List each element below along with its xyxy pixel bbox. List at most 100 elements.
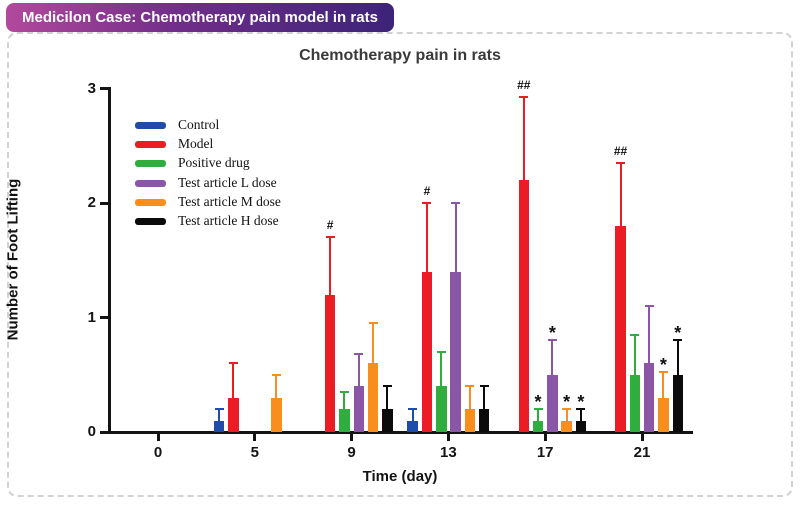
bar-positive-drug-day9 [339,409,350,432]
y-axis [108,87,111,434]
error-bar-cap [228,362,238,365]
x-tick-label: 5 [250,444,259,461]
banner-title: Medicilon Case: Chemotherapy pain model … [22,9,378,26]
error-bar [522,96,525,182]
error-bar [551,340,554,376]
error-bar-cap [519,95,529,98]
error-bar-cap [630,333,640,336]
x-tick-mark [350,434,354,441]
error-bar [633,334,636,376]
legend-swatch [135,160,166,168]
bar-positive-drug-day21 [629,374,641,432]
legend-swatch [135,218,166,225]
error-bar [411,409,414,422]
error-bar [425,203,428,273]
significance-annotation: # [423,184,431,198]
bar-model-day13 [421,271,433,432]
legend-label: Control [178,117,220,132]
y-tick-mark [100,316,109,319]
legend-label: Test article L dose [178,174,277,190]
bar-test-article-l-dose-day17 [547,374,558,432]
bar-test-article-m-dose-day17 [561,420,572,432]
bar-positive-drug-day17 [532,420,544,432]
error-bar [357,354,360,388]
x-tick-label: 9 [347,444,356,461]
y-tick-mark [100,201,109,205]
x-tick-label: 0 [153,444,163,461]
x-tick-mark [640,434,644,441]
error-bar-cap [644,305,654,308]
legend-item-test-article-l-dose: Test article L dose [135,175,305,191]
error-bar [232,363,235,399]
legend-swatch [135,141,166,149]
error-bar [648,306,651,365]
error-bar-cap [562,408,572,411]
y-tick-mark [100,87,109,90]
error-bar-cap [368,322,378,325]
error-bar [386,386,389,411]
bar-test-article-h-dose-day17 [575,420,587,432]
legend-swatch [135,122,166,129]
error-bar-cap [422,202,432,204]
x-tick-mark [156,434,160,441]
error-bar-cap [214,408,224,411]
error-bar [468,386,471,411]
bar-control-day13 [407,420,418,432]
error-bar [218,409,221,422]
error-bar-cap [673,339,683,342]
y-tick-label: 0 [87,423,96,440]
error-bar-cap [658,371,668,374]
y-tick-mark [100,430,109,434]
bar-test-article-h-dose-day9 [382,409,393,432]
error-bar-cap [479,385,489,388]
error-bar [619,162,622,227]
error-bar [329,237,332,296]
y-tick-label: 1 [87,308,96,326]
x-tick-label: 21 [633,444,651,461]
error-bar-cap [465,385,475,388]
bar-test-article-m-dose-day13 [464,409,476,432]
legend-item-control: Control [135,117,305,133]
bar-test-article-h-dose-day21 [672,374,683,432]
bar-test-article-l-dose-day13 [450,271,461,432]
significance-annotation: * [659,355,667,376]
legend-swatch [135,179,166,187]
bar-model-day17 [518,180,529,432]
legend-item-positive-drug: Positive drug [135,155,305,171]
error-bar [579,409,582,422]
x-tick-label: 13 [440,444,457,461]
error-bar-cap [616,161,626,164]
error-bar-cap [339,390,349,393]
bar-test-article-m-dose-day21 [658,397,669,432]
legend-item-test-article-m-dose: Test article M dose [135,194,305,210]
bar-control-day5 [213,420,225,432]
legend-label: Test article H dose [178,213,279,228]
bar-test-article-l-dose-day9 [353,386,364,432]
chart-title: Chemotherapy pain in rats [299,47,501,64]
error-bar [676,340,679,376]
error-bar-cap [325,236,335,239]
error-bar-cap [382,385,392,388]
y-axis-label: Number of Foot Lifting [4,178,22,341]
x-tick-label: 17 [536,444,554,461]
error-bar [275,374,278,399]
bar-positive-drug-day13 [436,386,447,432]
bar-model-day5 [228,397,239,432]
bar-test-article-m-dose-day5 [271,397,282,432]
error-bar-cap [354,353,364,356]
legend-item-model: Model [135,136,305,152]
legend-item-test-article-h-dose: Test article H dose [135,213,305,229]
error-bar-cap [408,408,418,411]
x-tick-mark [253,434,257,441]
legend-label: Model [178,136,214,152]
error-bar-cap [547,339,557,342]
error-bar-cap [533,408,543,411]
significance-annotation: ## [517,77,531,92]
x-tick-mark [446,434,450,441]
x-axis [108,431,693,434]
error-bar-cap [271,373,281,376]
significance-annotation: ## [613,143,628,158]
bar-test-article-h-dose-day13 [478,409,490,432]
error-bar [662,372,665,399]
